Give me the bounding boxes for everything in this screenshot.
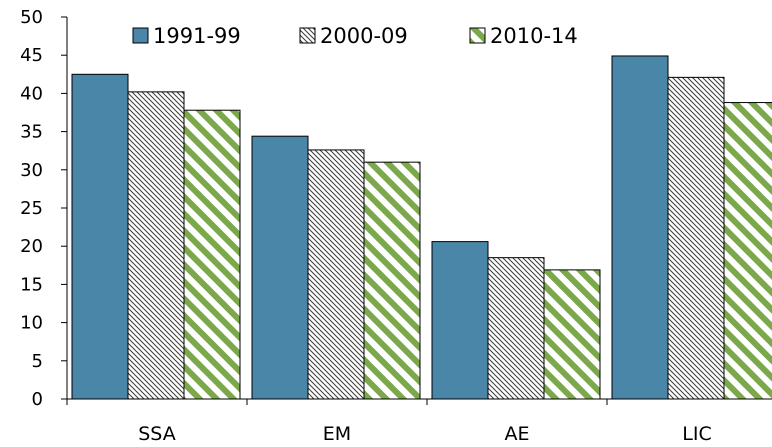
bar-ssa-2010-14 xyxy=(183,109,241,400)
bar-ae-2000-09 xyxy=(487,257,545,400)
legend-swatch-2010-14 xyxy=(469,27,486,44)
x-category-label: SSA xyxy=(138,423,175,445)
bar-ssa-1991-99 xyxy=(71,73,129,400)
bar-lic-2010-14 xyxy=(723,102,772,400)
bar-ae-1991-99 xyxy=(431,241,489,400)
y-tick-label: 5 xyxy=(32,351,43,372)
bar-lic-1991-99 xyxy=(611,55,669,400)
bar-em-1991-99 xyxy=(251,135,309,400)
legend: 1991-99 2000-09 2010-14 xyxy=(132,24,578,48)
bar-em-2010-14 xyxy=(363,161,421,400)
axes xyxy=(66,17,772,405)
y-axis-ticks: 0 5 10 15 20 25 30 35 40 45 50 xyxy=(20,7,67,410)
x-category-label: LIC xyxy=(682,423,711,445)
y-tick-label: 35 xyxy=(20,122,43,143)
y-tick-label: 0 xyxy=(32,389,43,410)
x-axis-category-labels: SSA EM AE LIC xyxy=(138,423,711,445)
y-tick-label: 10 xyxy=(20,313,43,334)
legend-label-2000-09: 2000-09 xyxy=(320,24,408,48)
y-tick-label: 25 xyxy=(20,198,43,219)
y-tick-label: 30 xyxy=(20,160,43,181)
y-tick-label: 15 xyxy=(20,274,43,295)
bar-lic-2000-09 xyxy=(667,76,725,400)
x-category-label: AE xyxy=(504,423,529,445)
y-tick-label: 50 xyxy=(20,7,43,28)
x-category-label: EM xyxy=(323,423,351,445)
bar-em-2000-09 xyxy=(307,149,365,400)
y-tick-label: 40 xyxy=(20,83,43,104)
bar-ssa-2000-09 xyxy=(127,91,185,400)
y-tick-label: 20 xyxy=(20,236,43,257)
y-tick-label: 45 xyxy=(20,45,43,66)
legend-label-1991-99: 1991-99 xyxy=(153,24,241,48)
bar-ae-2010-14 xyxy=(543,269,601,400)
legend-swatch-2000-09 xyxy=(299,27,316,44)
bars xyxy=(71,55,772,400)
legend-label-2010-14: 2010-14 xyxy=(490,24,578,48)
legend-swatch-1991-99 xyxy=(132,27,149,44)
